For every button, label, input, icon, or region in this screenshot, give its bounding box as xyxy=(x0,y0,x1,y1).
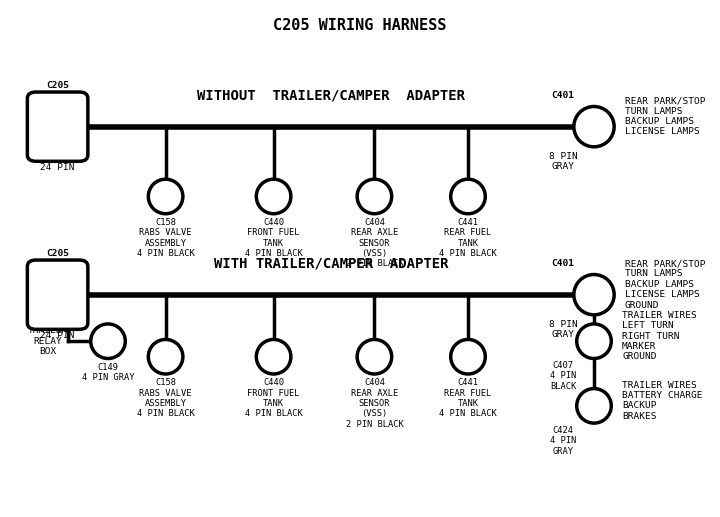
Text: WITHOUT  TRAILER/CAMPER  ADAPTER: WITHOUT TRAILER/CAMPER ADAPTER xyxy=(197,88,465,103)
Text: TRAILER WIRES
LEFT TURN
RIGHT TURN
MARKER
GROUND: TRAILER WIRES LEFT TURN RIGHT TURN MARKE… xyxy=(622,311,697,361)
FancyBboxPatch shape xyxy=(27,260,88,329)
Ellipse shape xyxy=(256,340,291,374)
Text: 8 PIN
GRAY: 8 PIN GRAY xyxy=(549,320,577,340)
Ellipse shape xyxy=(577,324,611,358)
Ellipse shape xyxy=(451,340,485,374)
Text: C149
4 PIN GRAY: C149 4 PIN GRAY xyxy=(82,362,134,382)
Text: C158
RABS VALVE
ASSEMBLY
4 PIN BLACK: C158 RABS VALVE ASSEMBLY 4 PIN BLACK xyxy=(137,378,194,418)
Ellipse shape xyxy=(148,340,183,374)
Text: C440
FRONT FUEL
TANK
4 PIN BLACK: C440 FRONT FUEL TANK 4 PIN BLACK xyxy=(245,218,302,258)
Text: C441
REAR FUEL
TANK
4 PIN BLACK: C441 REAR FUEL TANK 4 PIN BLACK xyxy=(439,378,497,418)
Ellipse shape xyxy=(148,179,183,214)
Text: C401: C401 xyxy=(552,92,575,100)
Text: C205 WIRING HARNESS: C205 WIRING HARNESS xyxy=(274,18,446,34)
Text: C158
RABS VALVE
ASSEMBLY
4 PIN BLACK: C158 RABS VALVE ASSEMBLY 4 PIN BLACK xyxy=(137,218,194,258)
Text: C441
REAR FUEL
TANK
4 PIN BLACK: C441 REAR FUEL TANK 4 PIN BLACK xyxy=(439,218,497,258)
Text: C404
REAR AXLE
SENSOR
(VSS)
2 PIN BLACK: C404 REAR AXLE SENSOR (VSS) 2 PIN BLACK xyxy=(346,218,403,268)
Ellipse shape xyxy=(357,179,392,214)
FancyBboxPatch shape xyxy=(27,92,88,161)
Text: C205: C205 xyxy=(46,82,69,90)
Ellipse shape xyxy=(574,107,614,147)
Text: C424
4 PIN
GRAY: C424 4 PIN GRAY xyxy=(550,425,576,455)
Text: 24 PIN: 24 PIN xyxy=(40,331,75,340)
Ellipse shape xyxy=(577,389,611,423)
Ellipse shape xyxy=(256,179,291,214)
Text: 8 PIN
GRAY: 8 PIN GRAY xyxy=(549,152,577,172)
Ellipse shape xyxy=(91,324,125,358)
Ellipse shape xyxy=(357,340,392,374)
Text: C401: C401 xyxy=(552,260,575,268)
Text: C205: C205 xyxy=(46,250,69,258)
Text: C407
4 PIN
BLACK: C407 4 PIN BLACK xyxy=(550,361,576,391)
Text: C440
FRONT FUEL
TANK
4 PIN BLACK: C440 FRONT FUEL TANK 4 PIN BLACK xyxy=(245,378,302,418)
Ellipse shape xyxy=(574,275,614,315)
Text: 24 PIN: 24 PIN xyxy=(40,163,75,172)
Ellipse shape xyxy=(451,179,485,214)
Text: C404
REAR AXLE
SENSOR
(VSS)
2 PIN BLACK: C404 REAR AXLE SENSOR (VSS) 2 PIN BLACK xyxy=(346,378,403,429)
Text: TRAILER WIRES
BATTERY CHARGE
BACKUP
BRAKES: TRAILER WIRES BATTERY CHARGE BACKUP BRAK… xyxy=(622,381,703,421)
Text: TRAILER
RELAY
BOX: TRAILER RELAY BOX xyxy=(27,326,68,356)
Text: REAR PARK/STOP
TURN LAMPS
BACKUP LAMPS
LICENSE LAMPS
GROUND: REAR PARK/STOP TURN LAMPS BACKUP LAMPS L… xyxy=(625,259,706,310)
Text: REAR PARK/STOP
TURN LAMPS
BACKUP LAMPS
LICENSE LAMPS: REAR PARK/STOP TURN LAMPS BACKUP LAMPS L… xyxy=(625,96,706,136)
Text: WITH TRAILER/CAMPER  ADAPTER: WITH TRAILER/CAMPER ADAPTER xyxy=(214,256,449,271)
